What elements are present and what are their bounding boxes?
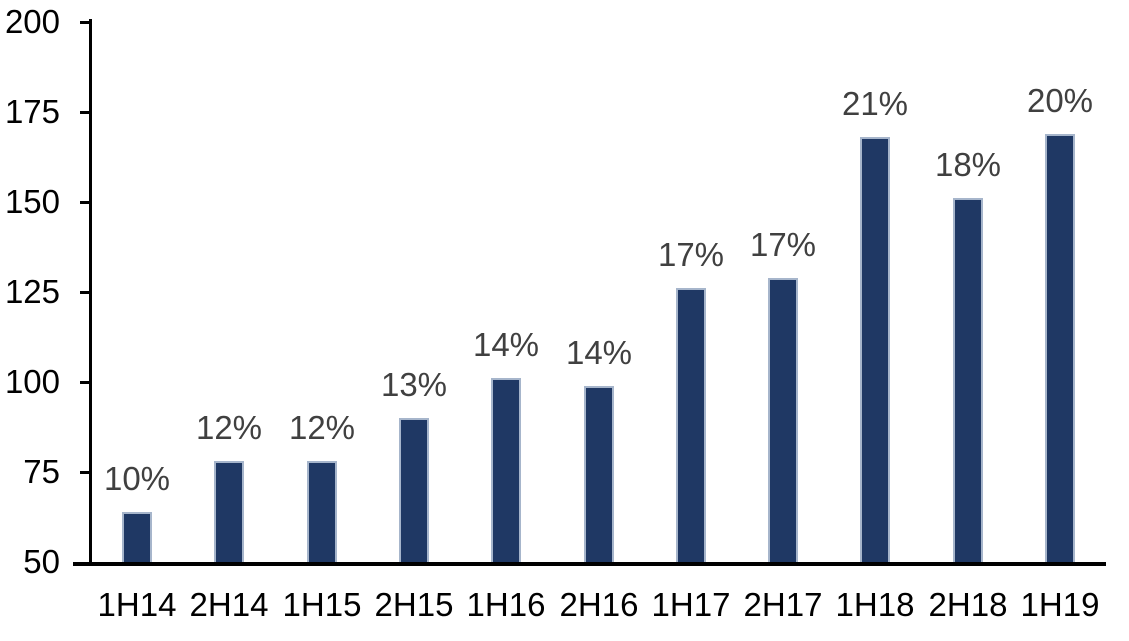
y-axis-tick-label: 50 [23,543,60,580]
x-axis-category-label: 1H19 [1020,586,1100,623]
x-axis-category-label: 2H17 [743,586,823,623]
x-axis-category-label: 1H16 [466,586,546,623]
bar-data-label: 17% [749,226,817,263]
bar-data-label: 17% [657,236,725,273]
y-axis-tick-label: 150 [4,183,60,220]
y-axis-tick-label: 200 [4,3,60,40]
bar [491,378,521,562]
x-axis-category-label: 1H14 [97,586,177,623]
y-axis-tick-label: 75 [23,453,60,490]
bar-data-label: 18% [934,146,1002,183]
bar [860,137,890,562]
bar-data-label: 12% [195,409,263,446]
bar-data-label: 20% [1026,82,1094,119]
bar-data-label: 14% [565,334,633,371]
bar-data-label: 21% [841,85,909,122]
x-axis-category-label: 1H17 [651,586,731,623]
y-axis-tick-label: 125 [4,273,60,310]
bar [584,386,614,562]
y-axis-tick [80,201,89,204]
x-axis-line [73,562,1106,566]
bar-data-label: 14% [472,326,540,363]
y-axis-tick-label: 175 [4,93,60,130]
y-axis-tick-label: 100 [4,363,60,400]
x-axis-category-label: 2H14 [189,586,269,623]
x-axis-category-label: 2H15 [374,586,454,623]
x-axis-category-label: 1H15 [282,586,362,623]
y-axis-tick [80,291,89,294]
bar [307,461,337,562]
y-axis-tick [80,21,89,24]
bar-data-label: 12% [288,409,356,446]
bar [1045,134,1075,562]
bar [768,278,798,562]
x-axis-category-label: 1H18 [835,586,915,623]
x-axis-category-label: 2H18 [928,586,1008,623]
bar-data-label: 10% [103,460,171,497]
y-axis-tick [80,471,89,474]
bar [676,288,706,562]
y-axis-tick [80,111,89,114]
bar [122,512,152,562]
bar [953,198,983,562]
bar-data-label: 13% [380,366,448,403]
x-axis-category-label: 2H16 [559,586,639,623]
y-axis-line [89,19,92,566]
y-axis-tick [80,381,89,384]
bar [214,461,244,562]
bar [399,418,429,562]
